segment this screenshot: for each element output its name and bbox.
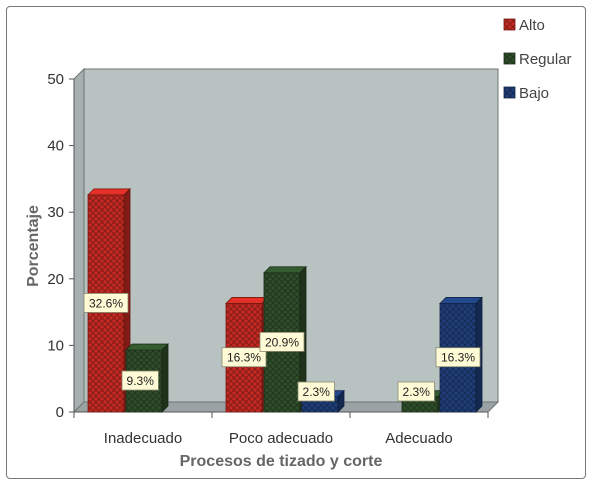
x-category-label: Poco adecuado — [229, 430, 333, 447]
data-label-box — [221, 347, 267, 368]
legend-swatch-bajo — [503, 86, 516, 99]
bar-side-regular — [161, 343, 169, 413]
y-tick-label: 40 — [47, 138, 64, 155]
legend-label-bajo: Bajo — [519, 85, 549, 102]
x-category-label: Adecuado — [385, 430, 453, 447]
data-label: 16.3% — [441, 351, 475, 365]
legend-swatch-regular — [503, 52, 516, 65]
data-label-box — [121, 370, 159, 391]
y-tick-label: 20 — [47, 271, 64, 288]
x-category-label: Inadecuado — [104, 430, 182, 447]
y-tick-label: 10 — [47, 337, 64, 354]
bar-top-alto — [225, 297, 269, 304]
legend-label-regular: Regular — [519, 51, 572, 68]
data-label-box — [83, 293, 129, 313]
y-tick-label: 50 — [47, 71, 64, 88]
x-axis-title: Procesos de tizado y corte — [180, 453, 383, 470]
legend-label-alto: Alto — [519, 17, 545, 34]
data-label: 2.3% — [403, 385, 431, 399]
bar-top-regular — [125, 343, 169, 351]
data-label: 2.3% — [303, 385, 331, 399]
data-label-box — [259, 332, 305, 352]
legend-swatch-alto — [503, 18, 516, 31]
y-tick-label: 0 — [56, 404, 64, 421]
bar-top-alto — [87, 188, 131, 196]
data-label-box — [397, 381, 435, 402]
bar-top-regular — [263, 266, 307, 274]
data-label-box — [297, 381, 335, 402]
data-label: 16.3% — [227, 351, 261, 365]
plot-side-wall — [73, 67, 85, 414]
bar-side-bajo — [337, 389, 345, 413]
data-label: 20.9% — [265, 335, 299, 349]
bar-top-bajo — [439, 297, 483, 304]
data-label: 32.6% — [89, 296, 123, 310]
y-axis-title: Porcentaje — [25, 205, 42, 287]
data-label: 9.3% — [127, 374, 155, 388]
y-tick-label: 30 — [47, 204, 64, 221]
data-label-box — [435, 347, 481, 368]
